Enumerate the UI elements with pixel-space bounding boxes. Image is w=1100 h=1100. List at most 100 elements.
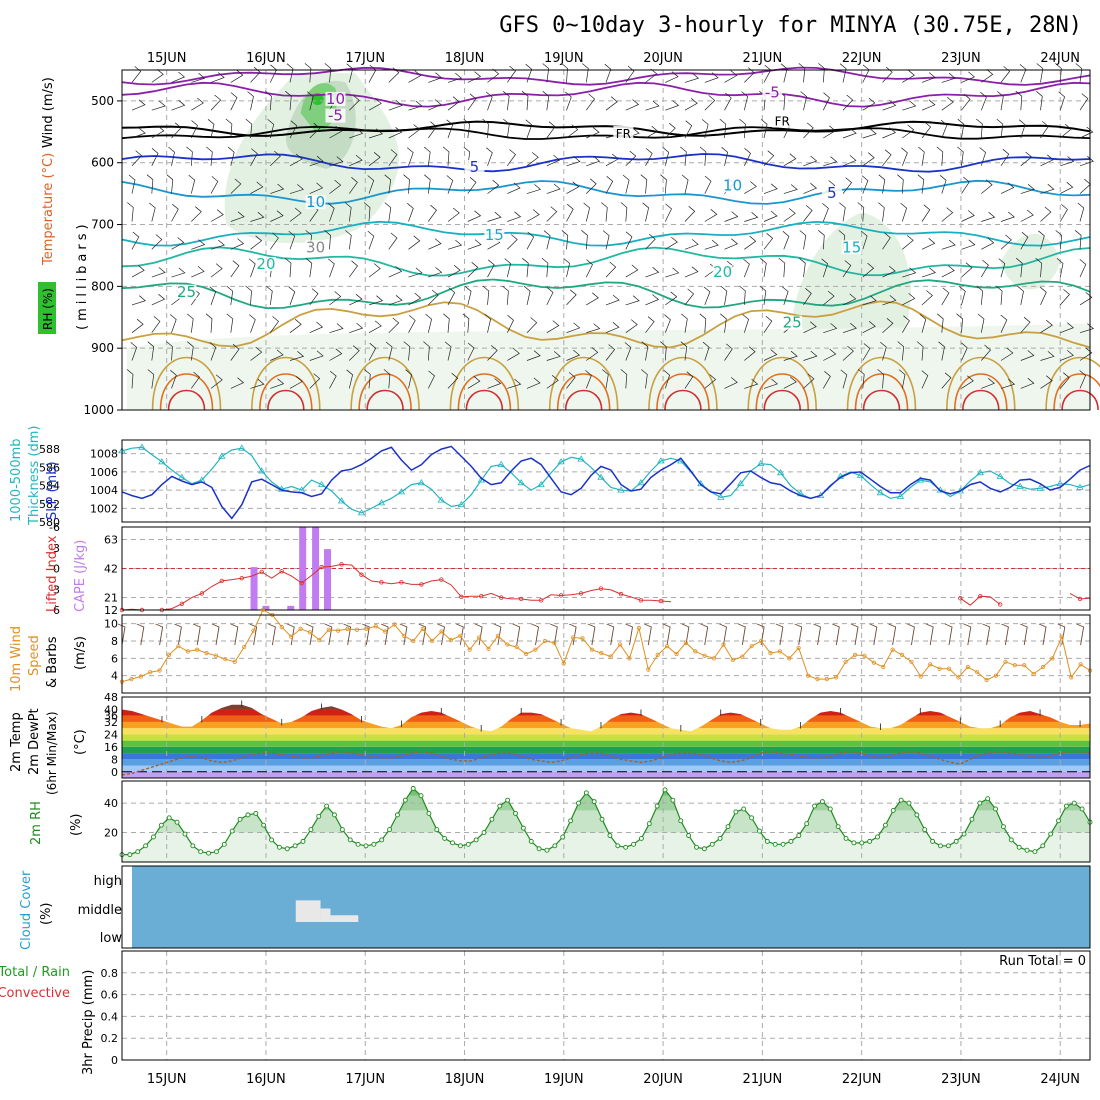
upper-wind-barb (250, 181, 264, 194)
wind-speed-marker (166, 652, 172, 657)
rh-line (122, 787, 1091, 856)
upper-wind-barb (526, 231, 535, 250)
upper-wind-barb (428, 238, 442, 250)
wind-ytick-label: 4 (111, 670, 118, 683)
wind-speed-marker (768, 651, 773, 656)
upper-wind-barb (897, 341, 905, 361)
rh-marker (284, 846, 290, 852)
cape-bar (324, 549, 332, 610)
upper-wind-barb (1079, 292, 1093, 306)
rh-marker (1071, 800, 1077, 806)
wind-speed-marker (176, 644, 181, 649)
upper-wind-barb (368, 295, 384, 306)
rh-marker (174, 819, 180, 825)
temp-minmax-mark: I (799, 722, 802, 732)
upper-wind-barb (131, 150, 143, 167)
upper-wind-barb (956, 313, 963, 333)
upper-wind-barb (941, 265, 955, 278)
rh-marker (253, 810, 259, 816)
upper-wind-barb (151, 267, 166, 278)
upper-wind-barb (601, 202, 608, 222)
rh-marker (127, 852, 133, 858)
temp-minmax-mark: I (719, 709, 722, 719)
upper-wind-barb (428, 267, 443, 278)
upper-wind-barb (171, 267, 186, 278)
wind-barb (888, 623, 897, 646)
upper-wind-barb (329, 370, 337, 389)
upper-wind-barb (186, 146, 193, 166)
upper-wind-barb (388, 100, 403, 111)
slp-ytick-label: 1004 (90, 484, 118, 497)
bottom-date-label: 17JUN (345, 1072, 385, 1087)
rh-marker (977, 800, 983, 806)
bottom-date-label: 23JUN (941, 1072, 981, 1087)
upper-wind-barb (783, 376, 797, 389)
rh-marker (292, 843, 298, 849)
upper-wind-barb (148, 202, 156, 222)
rh-marker (528, 838, 534, 844)
temp-band (122, 740, 1090, 747)
wind-barb (418, 623, 427, 646)
rh-marker (733, 809, 739, 815)
rh-marker (332, 812, 337, 818)
thickness-marker (557, 458, 565, 465)
wind-speed-marker (383, 629, 388, 634)
wind-speed-marker (354, 627, 360, 632)
upper-wind-barb (976, 285, 984, 305)
rh-marker (851, 840, 857, 846)
temp-minmax-mark: I (400, 720, 403, 730)
dewpoint-line (121, 750, 1091, 776)
surface-temp-contour (159, 373, 214, 411)
thickness-marker (976, 469, 984, 476)
upper-wind-barb (487, 345, 498, 361)
upper-wind-barb (921, 290, 933, 306)
precip-ytick-label: 0.6 (101, 989, 119, 1002)
upper-wind-barb (502, 91, 510, 111)
wind-speed-marker (664, 644, 670, 649)
lifted-index-marker (658, 598, 664, 604)
rh-marker (631, 841, 636, 847)
upper-wind-barb (586, 178, 597, 194)
upper-wind-barb (586, 347, 599, 361)
upper-wind-barb (702, 341, 710, 361)
upper-wind-barb (645, 68, 658, 83)
lifted-index-marker (199, 591, 205, 596)
rh-marker (363, 843, 369, 849)
upper-wind-barb (862, 343, 871, 361)
thickness-marker (417, 479, 426, 486)
surface-temp-contour (953, 373, 1008, 411)
upper-wind-barb (424, 174, 431, 194)
upper-wind-barb (961, 176, 970, 194)
temp-frame (121, 696, 1091, 779)
upper-wind-barb (146, 174, 154, 194)
wind-speed-marker (740, 654, 745, 659)
upper-wind-barb (862, 97, 876, 111)
top-date-axis: 15JUN 16JUN 17JUN 18JUN 19JUN 20JUN 21JUN 22JUN… (147, 51, 1080, 66)
lifted-index-marker (1077, 596, 1083, 602)
wind-barb (606, 623, 615, 646)
rh-marker (143, 843, 149, 849)
temp-ytick-label: 40 (104, 703, 118, 716)
surface-temp-contour (556, 373, 611, 411)
thickness-marker (896, 492, 905, 499)
upper-wind-barb (803, 288, 812, 306)
lifted-index-marker (359, 572, 364, 577)
rh-marker (576, 800, 581, 806)
upper-wind-barb (1038, 230, 1045, 250)
upper-wind-barb (423, 146, 431, 166)
surface-temp-contour (449, 356, 520, 411)
upper-wind-barb (284, 257, 292, 278)
wind-speed-marker (345, 626, 350, 631)
lifted-label: Lifted Index (45, 535, 60, 612)
surface-temp-contour (664, 389, 702, 411)
upper-wind-barb (428, 289, 439, 306)
thickness-ytick-label: 588 (39, 443, 60, 456)
upper-wind-barb (566, 181, 580, 194)
top-date-label: 19JUN (544, 51, 584, 66)
upper-wind-barb (503, 118, 510, 139)
wind-barb (1076, 623, 1085, 646)
upper-wind-barb (566, 124, 579, 139)
upper-wind-barb (842, 127, 857, 139)
